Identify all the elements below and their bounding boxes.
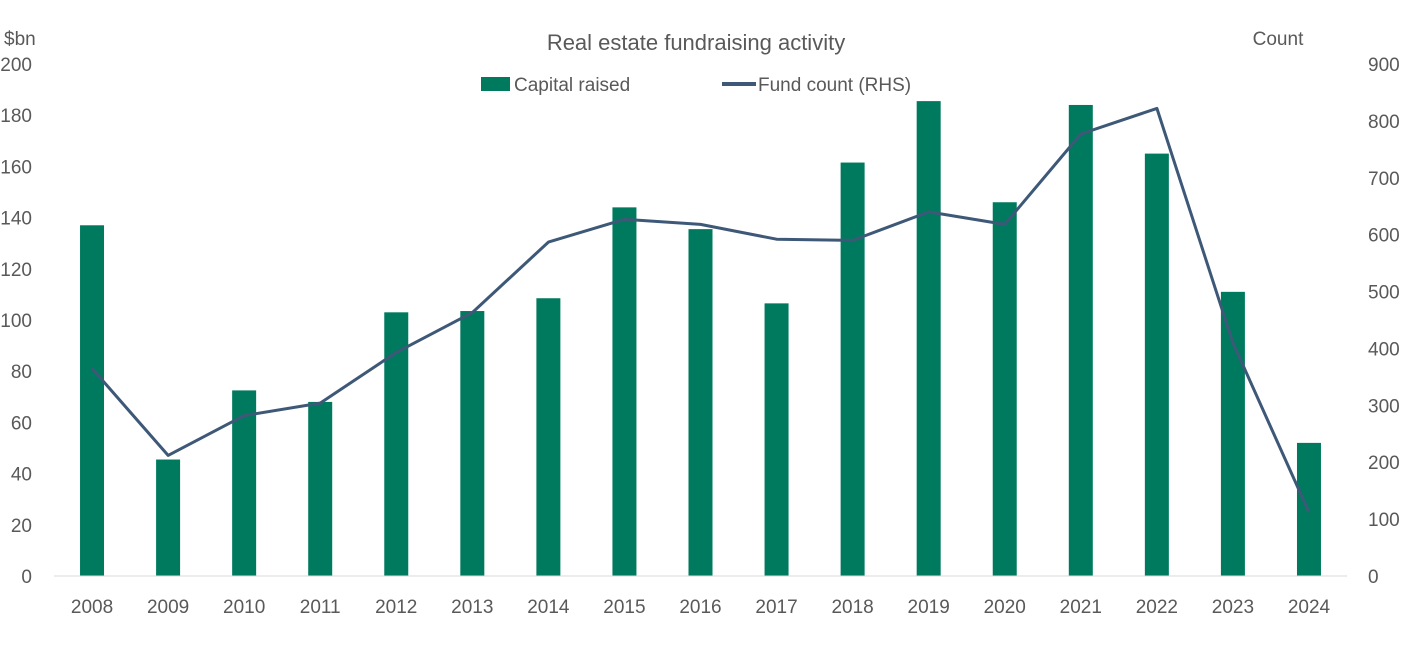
left-axis: 0 20 40 60 80 100 120 140 160 180 200 [0, 55, 32, 588]
right-axis-tick-label: 800 [1368, 112, 1400, 133]
capital-raised-bar [460, 311, 485, 576]
chart-title: Real estate fundraising activity [547, 30, 845, 55]
x-axis-tick-label: 2014 [527, 597, 570, 618]
capital-raised-bar [80, 225, 105, 576]
x-axis-tick-label: 2009 [147, 597, 189, 618]
capital-raised-bar [1144, 153, 1169, 576]
right-axis-tick-label: 400 [1368, 339, 1400, 360]
x-axis-tick-label: 2023 [1212, 597, 1254, 618]
x-axis-tick-label: 2021 [1060, 597, 1102, 618]
left-axis-tick-label: 40 [11, 465, 32, 486]
x-axis-tick-label: 2012 [375, 597, 417, 618]
capital-raised-bar [156, 459, 181, 576]
left-axis-tick-label: 80 [11, 362, 32, 383]
right-axis: 0 100 200 300 400 500 600 700 800 900 [1368, 55, 1400, 588]
left-axis-tick-label: 100 [0, 311, 32, 332]
capital-raised-bar [536, 298, 561, 576]
left-axis-tick-label: 20 [11, 516, 32, 537]
x-axis-tick-label: 2015 [603, 597, 645, 618]
left-axis-tick-label: 200 [0, 55, 32, 76]
legend: Capital raised Fund count (RHS) [481, 75, 911, 96]
x-axis-tick-label: 2008 [71, 597, 113, 618]
x-axis-tick-label: 2011 [300, 597, 341, 618]
legend-capital-raised-swatch [481, 77, 510, 91]
x-axis-tick-label: 2018 [831, 597, 873, 618]
x-axis-tick-label: 2019 [908, 597, 950, 618]
right-axis-tick-label: 600 [1368, 226, 1400, 247]
x-axis-tick-label: 2013 [451, 597, 493, 618]
capital-raised-bar [308, 401, 333, 576]
left-axis-tick-label: 180 [0, 106, 32, 127]
legend-capital-raised-label: Capital raised [514, 75, 630, 96]
x-axis-tick-label: 2016 [679, 597, 721, 618]
left-axis-tick-label: 140 [0, 209, 32, 230]
legend-fund-count-label: Fund count (RHS) [758, 75, 911, 96]
right-axis-unit-label: Count [1253, 29, 1304, 50]
right-axis-tick-label: 100 [1368, 510, 1400, 531]
capital-raised-bars [80, 101, 1321, 577]
capital-raised-bar [232, 390, 257, 576]
capital-raised-bar [764, 303, 789, 576]
capital-raised-bar [840, 162, 865, 576]
x-axis-tick-label: 2020 [984, 597, 1026, 618]
capital-raised-bar [688, 229, 713, 576]
left-axis-tick-label: 160 [0, 157, 32, 178]
right-axis-tick-label: 900 [1368, 55, 1400, 76]
right-axis-tick-label: 0 [1368, 567, 1379, 588]
capital-raised-bar [992, 202, 1017, 577]
x-axis-tick-label: 2010 [223, 597, 265, 618]
right-axis-tick-label: 700 [1368, 169, 1400, 190]
x-axis-labels: 2008 2009 2010 2011 2012 2013 2014 2015 2016 2017… [71, 597, 1331, 618]
capital-raised-bar [1068, 104, 1093, 577]
capital-raised-bar [1220, 291, 1245, 576]
right-axis-tick-label: 300 [1368, 396, 1400, 417]
left-axis-tick-label: 120 [0, 260, 32, 281]
fund-count-line-series [90, 106, 1311, 513]
capital-raised-bar [916, 101, 941, 577]
x-axis-tick-label: 2024 [1288, 597, 1331, 618]
x-axis-tick-label: 2017 [755, 597, 797, 618]
capital-raised-bar [612, 207, 637, 577]
left-axis-tick-label: 60 [11, 413, 32, 434]
left-axis-unit-label: $bn [4, 29, 36, 50]
right-axis-tick-label: 200 [1368, 453, 1400, 474]
right-axis-tick-label: 500 [1368, 283, 1400, 304]
left-axis-tick-label: 0 [21, 567, 32, 588]
x-axis-tick-label: 2022 [1136, 597, 1178, 618]
